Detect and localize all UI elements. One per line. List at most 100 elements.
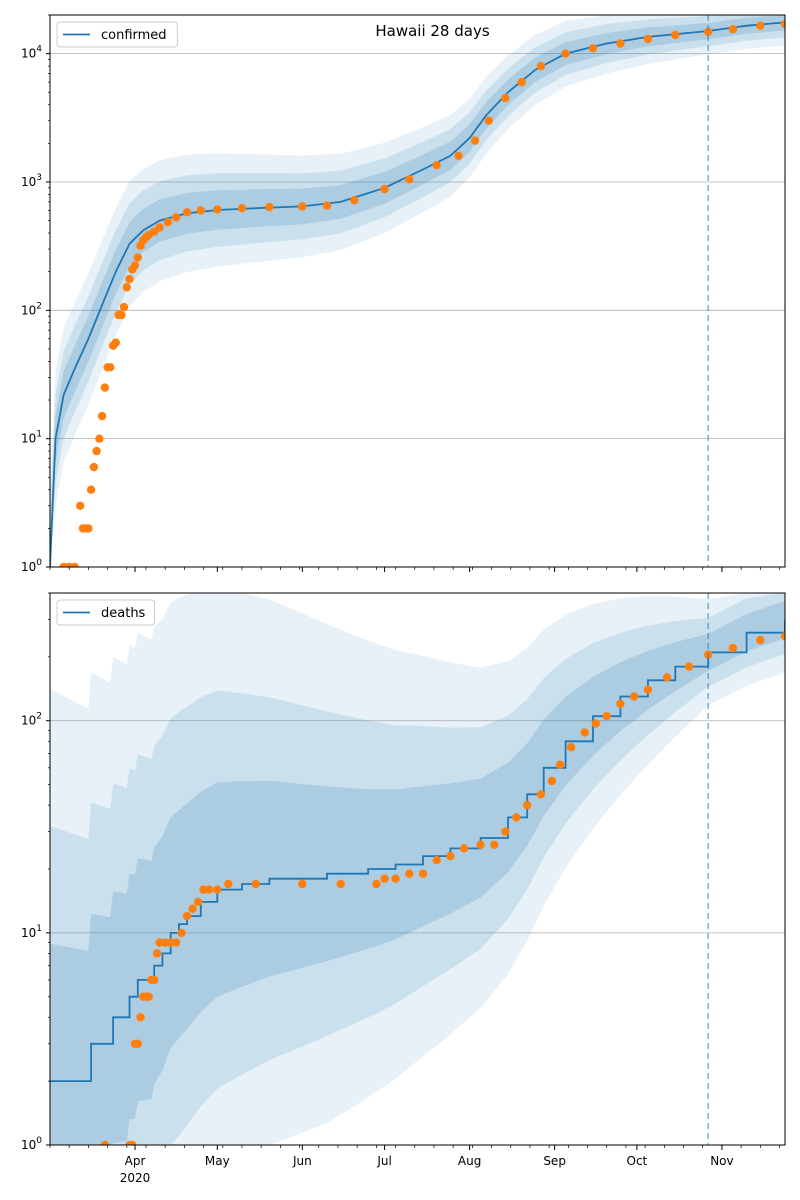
observed-point bbox=[728, 25, 738, 34]
observed-point bbox=[100, 1140, 110, 1145]
observed-point bbox=[70, 562, 79, 567]
observed-point bbox=[111, 338, 121, 347]
observed-point bbox=[418, 869, 428, 878]
chart-panel-confirmed: 100 101 102 103 104 confirmed Hawaii 28 days bbox=[21, 14, 786, 574]
observed-point bbox=[547, 776, 557, 786]
uncertainty-band bbox=[50, 600, 785, 1145]
observed-point bbox=[322, 201, 332, 210]
chart-panel-deaths: 100 101 102 Apr 2020 May Jun Jul Aug Sep Oct Nov dea… bbox=[21, 592, 786, 1185]
observed-point bbox=[536, 61, 546, 71]
observed-point bbox=[182, 208, 192, 217]
y-tick-label: 101 bbox=[21, 924, 42, 940]
observed-point bbox=[490, 840, 499, 849]
observed-point bbox=[517, 77, 526, 87]
observed-point bbox=[133, 253, 142, 262]
observed-point bbox=[117, 310, 126, 320]
observed-point bbox=[704, 27, 713, 36]
observed-point bbox=[76, 501, 85, 510]
legend-label: confirmed bbox=[101, 28, 167, 43]
observed-point bbox=[372, 879, 381, 889]
observed-point bbox=[432, 161, 441, 170]
observed-point bbox=[95, 434, 104, 443]
y-tick-label: 101 bbox=[21, 430, 42, 446]
observed-point bbox=[350, 196, 359, 205]
observed-point bbox=[756, 635, 765, 645]
observed-point bbox=[405, 869, 414, 878]
observed-point bbox=[193, 897, 203, 907]
observed-point bbox=[298, 879, 307, 889]
x-tick-label: Jul bbox=[376, 1154, 391, 1168]
uncertainty-band bbox=[50, 15, 785, 567]
observed-point bbox=[616, 39, 625, 48]
observed-point bbox=[84, 524, 93, 533]
observed-point bbox=[602, 712, 611, 721]
observed-point bbox=[125, 274, 134, 284]
observed-point bbox=[251, 879, 260, 889]
observed-point bbox=[163, 218, 173, 227]
observed-point bbox=[172, 938, 181, 947]
observed-point bbox=[172, 213, 181, 222]
observed-point bbox=[213, 885, 222, 894]
observed-point bbox=[405, 175, 414, 184]
observed-point bbox=[470, 136, 480, 145]
observed-point bbox=[128, 1140, 137, 1145]
observed-point bbox=[728, 643, 738, 653]
observed-point bbox=[298, 202, 307, 211]
observed-point bbox=[188, 904, 197, 913]
observed-point bbox=[196, 206, 205, 215]
observed-point bbox=[512, 813, 521, 822]
observed-point bbox=[380, 874, 389, 883]
observed-point bbox=[391, 874, 400, 883]
observed-point bbox=[133, 1039, 142, 1049]
y-tick-label: 104 bbox=[21, 45, 42, 61]
x-tick-label: Apr bbox=[125, 1154, 146, 1168]
observed-point bbox=[684, 662, 694, 671]
observed-point bbox=[643, 685, 653, 694]
legend-box bbox=[56, 21, 178, 48]
observed-point bbox=[501, 93, 510, 103]
observed-point bbox=[177, 928, 186, 938]
y-tick-label: 102 bbox=[21, 712, 42, 728]
y-tick-label: 102 bbox=[21, 301, 42, 317]
observed-point bbox=[265, 202, 274, 212]
observed-point bbox=[561, 49, 570, 58]
observed-point bbox=[150, 975, 159, 985]
observed-point bbox=[454, 151, 463, 160]
observed-point bbox=[86, 485, 96, 494]
observed-point bbox=[501, 827, 510, 836]
observed-point bbox=[155, 223, 164, 232]
observed-point bbox=[671, 30, 680, 40]
observed-point bbox=[555, 760, 565, 769]
legend: deaths bbox=[56, 599, 156, 626]
observed-point bbox=[213, 205, 222, 214]
observed-point bbox=[152, 949, 162, 958]
x-tick-label: Oct bbox=[627, 1154, 648, 1168]
model-line-deaths bbox=[50, 619, 785, 1082]
observed-point bbox=[616, 699, 625, 709]
observed-point bbox=[780, 632, 785, 641]
observed-point bbox=[432, 856, 441, 865]
observed-point bbox=[89, 462, 99, 472]
observed-point bbox=[476, 840, 485, 849]
uncertainty-band bbox=[50, 15, 785, 567]
x-tick-label: Sep bbox=[543, 1154, 566, 1168]
observed-point bbox=[380, 184, 389, 194]
observed-point bbox=[136, 1013, 145, 1022]
chart-title: Hawaii 28 days bbox=[375, 22, 489, 40]
observed-point bbox=[591, 719, 600, 728]
legend-box bbox=[56, 599, 156, 626]
legend-label: deaths bbox=[101, 606, 146, 621]
legend: confirmed bbox=[56, 21, 178, 48]
y-tick-label: 100 bbox=[21, 558, 42, 574]
observed-point bbox=[97, 411, 107, 421]
x-tick-label: Jun bbox=[292, 1154, 312, 1168]
observed-point bbox=[643, 34, 653, 44]
uncertainty-band bbox=[50, 593, 785, 1145]
observed-point bbox=[92, 446, 101, 456]
y-tick-label: 100 bbox=[21, 1136, 42, 1152]
observed-point bbox=[662, 673, 672, 682]
observed-point bbox=[204, 885, 214, 894]
x-tick-label: Nov bbox=[710, 1154, 733, 1168]
observed-point bbox=[224, 879, 233, 889]
